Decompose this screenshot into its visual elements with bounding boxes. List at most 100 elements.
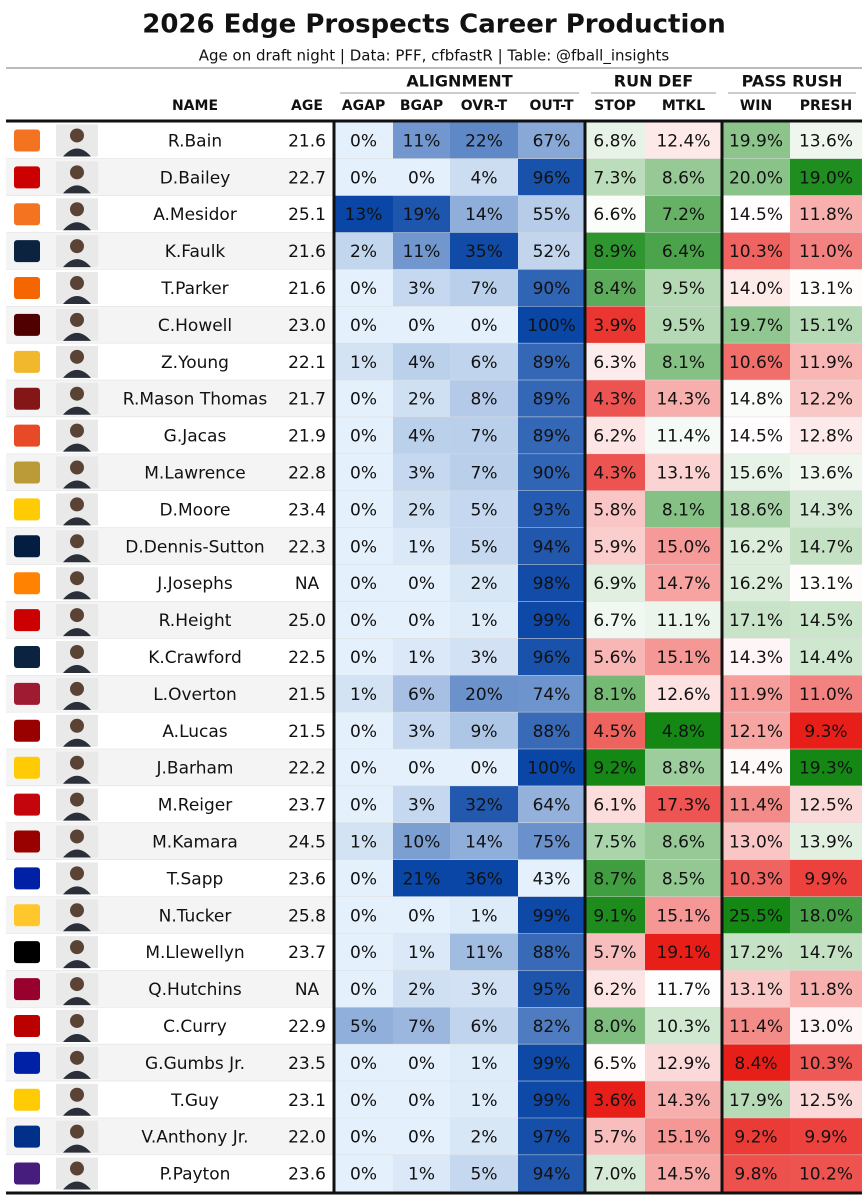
stat-cell: 7.3% bbox=[593, 168, 636, 188]
heat-cell bbox=[518, 490, 585, 528]
stat-cell: 8.9% bbox=[593, 242, 636, 262]
heat-cell bbox=[645, 1118, 722, 1156]
stat-cell: 1% bbox=[471, 1054, 498, 1074]
heat-cell bbox=[450, 1007, 518, 1045]
heat-cell bbox=[790, 527, 862, 565]
stat-cell: 98% bbox=[533, 574, 571, 594]
heat-cell bbox=[645, 122, 722, 159]
heat-cell bbox=[334, 306, 393, 344]
headshot-body bbox=[63, 259, 91, 268]
headshot-body bbox=[63, 886, 91, 895]
heat-cell bbox=[450, 749, 518, 787]
stat-cell: 4.8% bbox=[662, 722, 705, 742]
stat-cell: 0% bbox=[350, 869, 377, 889]
column-header: BGAP bbox=[400, 98, 443, 114]
heat-cell bbox=[790, 1007, 862, 1045]
stat-cell: 11.1% bbox=[656, 611, 710, 631]
heat-cell bbox=[518, 749, 585, 787]
age: 21.5 bbox=[288, 685, 326, 705]
headshot-body bbox=[63, 185, 91, 194]
stat-cell: 0% bbox=[350, 796, 377, 816]
heat-cell bbox=[722, 786, 790, 824]
stat-cell: 13.9% bbox=[799, 832, 853, 852]
heat-cell bbox=[518, 1007, 585, 1045]
column-header: PRESH bbox=[800, 98, 852, 114]
stat-cell: 3% bbox=[408, 279, 435, 299]
headshot bbox=[70, 903, 84, 918]
headshot-body bbox=[63, 738, 91, 747]
headshot-body bbox=[63, 628, 91, 637]
stat-cell: 13.6% bbox=[799, 131, 853, 151]
stat-cell: 4.3% bbox=[593, 390, 636, 410]
player-name: K.Faulk bbox=[165, 242, 226, 262]
team-logo bbox=[14, 941, 40, 964]
heat-cell bbox=[334, 601, 393, 639]
heat-cell bbox=[518, 601, 585, 639]
heat-cell bbox=[645, 601, 722, 639]
stat-cell: 43% bbox=[533, 869, 571, 889]
heat-cell bbox=[722, 601, 790, 639]
stat-cell: 9.9% bbox=[804, 1128, 847, 1148]
stat-cell: 12.9% bbox=[656, 1054, 710, 1074]
heat-cell bbox=[585, 1007, 645, 1045]
heat-cell bbox=[722, 675, 790, 713]
player-name: V.Anthony Jr. bbox=[141, 1128, 248, 1148]
team-logo bbox=[14, 387, 40, 410]
age: NA bbox=[295, 574, 320, 594]
stat-cell: 11.8% bbox=[799, 980, 853, 1000]
heat-cell bbox=[645, 970, 722, 1008]
age: 22.8 bbox=[288, 464, 326, 484]
heat-cell bbox=[334, 343, 393, 381]
group-header: RUN DEF bbox=[614, 72, 693, 91]
stat-cell: 89% bbox=[533, 353, 571, 373]
stat-cell: 1% bbox=[471, 611, 498, 631]
stat-cell: 8.1% bbox=[662, 353, 705, 373]
stat-cell: 0% bbox=[471, 316, 498, 336]
heat-cell bbox=[393, 380, 450, 418]
heat-cell bbox=[393, 896, 450, 934]
heat-cell bbox=[334, 1044, 393, 1082]
heat-cell bbox=[334, 1155, 393, 1192]
headshot-body bbox=[63, 406, 91, 415]
team-logo bbox=[14, 535, 40, 558]
heat-cell bbox=[334, 380, 393, 418]
headshot bbox=[70, 866, 84, 881]
heat-cell bbox=[585, 158, 645, 196]
team-logo bbox=[14, 646, 40, 668]
stat-cell: 55% bbox=[533, 205, 571, 225]
stat-cell: 14.7% bbox=[799, 943, 853, 963]
heat-cell bbox=[393, 1044, 450, 1082]
heat-cell bbox=[450, 380, 518, 418]
heat-cell bbox=[334, 490, 393, 528]
stat-cell: 10% bbox=[403, 832, 441, 852]
player-name: Z.Young bbox=[161, 353, 229, 373]
stat-cell: 15.0% bbox=[656, 537, 710, 557]
stat-cell: 9.1% bbox=[593, 906, 636, 926]
heat-cell bbox=[790, 675, 862, 713]
headshot bbox=[70, 681, 84, 696]
stat-cell: 15.1% bbox=[656, 648, 710, 668]
stat-cell: 0% bbox=[350, 427, 377, 447]
age: 22.2 bbox=[288, 759, 326, 779]
stat-cell: 6.5% bbox=[593, 1054, 636, 1074]
headshot-body bbox=[63, 1033, 91, 1042]
headshot bbox=[70, 940, 84, 955]
stat-cell: 10.3% bbox=[729, 869, 783, 889]
heat-cell bbox=[790, 933, 862, 971]
stat-cell: 11.9% bbox=[729, 685, 783, 705]
heat-cell bbox=[790, 1155, 862, 1192]
stat-cell: 22% bbox=[465, 131, 503, 151]
heat-cell bbox=[645, 675, 722, 713]
headshot-body bbox=[63, 775, 91, 784]
heat-cell bbox=[518, 786, 585, 824]
stat-cell: 8.7% bbox=[593, 869, 636, 889]
heat-cell bbox=[450, 638, 518, 676]
team-logo bbox=[14, 719, 40, 742]
age: 22.1 bbox=[288, 353, 326, 373]
stat-cell: 100% bbox=[527, 316, 576, 336]
stat-cell: 7% bbox=[408, 1017, 435, 1037]
heat-cell bbox=[585, 749, 645, 787]
heat-cell bbox=[585, 122, 645, 159]
headshot-body bbox=[63, 997, 91, 1006]
stat-cell: 6.7% bbox=[593, 611, 636, 631]
